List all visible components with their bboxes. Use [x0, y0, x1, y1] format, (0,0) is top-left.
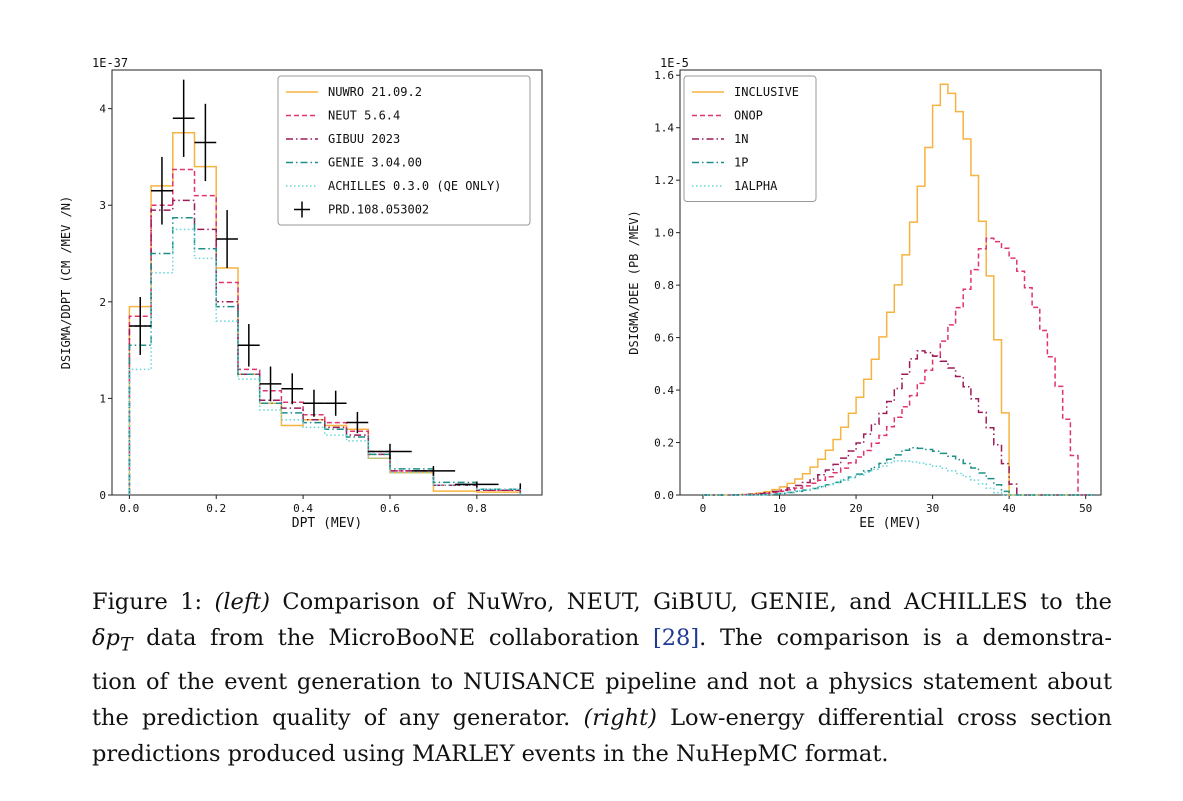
- right-y-tick-label: 0.6: [654, 332, 674, 345]
- right-x-tick-label: 20: [849, 502, 862, 515]
- caption-reference-link[interactable]: [28]: [652, 625, 700, 651]
- caption-symbol: δp: [92, 625, 120, 651]
- right-legend-label: ONOP: [734, 109, 763, 123]
- right-y-tick-label: 0.2: [654, 437, 674, 450]
- left-data-point-1: [151, 156, 173, 225]
- right-x-tick-label: 10: [773, 502, 786, 515]
- caption-line-2-text: data from the MicroBooNE collaboration: [146, 625, 640, 651]
- left-data-point-2: [172, 79, 195, 157]
- right-legend-frame: [683, 75, 817, 202]
- left-data-point-11: [368, 443, 412, 460]
- caption-left-tag: (left): [214, 589, 270, 615]
- caption-line-2: δpT data from the MicroBooNE collaborati…: [92, 620, 1112, 664]
- left-y-tick-label: 2: [99, 296, 106, 309]
- left-data-point-13: [455, 481, 499, 488]
- left-legend-label: NEUT 5.6.4: [328, 109, 400, 123]
- right-y-tick-label: 1.0: [654, 227, 674, 240]
- left-legend-label: GENIE 3.04.00: [328, 156, 422, 170]
- right-chart: 0 10 20 30 40 50 0.0 0.2 0.4 0.6 0.8 1.0 1.2 1.4 1.61E…: [627, 56, 1102, 531]
- right-x-tick-label: 0: [700, 502, 707, 515]
- caption-line-4: the prediction quality of any generator.…: [92, 700, 1112, 736]
- right-legend-label: 1N: [734, 132, 748, 146]
- left-y-tick-label: 0: [99, 489, 106, 502]
- caption-subscript: T: [119, 634, 133, 656]
- left-series-2: [128, 199, 522, 495]
- right-y-tick-label: 1.6: [654, 69, 674, 82]
- caption-line-1-text: Comparison of NuWro, NEUT, GiBUU, GENIE,…: [282, 589, 1113, 615]
- left-plot-frame: [111, 69, 543, 496]
- left-data-point-12: [411, 466, 456, 476]
- right-series-2: [703, 350, 1094, 496]
- right-y-tick-label: 1.2: [654, 174, 674, 187]
- left-x-tick-label: 0.0: [119, 502, 139, 515]
- left-legend-frame: [277, 75, 531, 226]
- left-legend: NUWRO 21.09.2 NEUT 5.6.4 GIBUU 2023 GENIE 3…: [277, 75, 531, 226]
- left-y-axis-label: DSIGMA/DDPT (CM /MEV /N): [59, 196, 73, 369]
- right-x-axis-label: EE (MEV): [859, 516, 922, 531]
- left-data-point-9: [324, 390, 347, 416]
- right-series-4: [703, 460, 1094, 496]
- left-data-point-10: [346, 411, 369, 434]
- left-series-4: [128, 228, 522, 495]
- right-legend-label: INCLUSIVE: [734, 85, 799, 99]
- left-series-3: [128, 217, 522, 495]
- left-data-point-4: [216, 210, 238, 269]
- left-data-point-6: [259, 366, 282, 402]
- left-data-point-3: [194, 103, 217, 182]
- right-y-tick-label: 0.4: [654, 384, 674, 397]
- left-y-tick-label: 1: [99, 392, 106, 405]
- right-legend-label: 1P: [734, 156, 748, 170]
- right-scale-label: 1E-5: [660, 56, 689, 70]
- right-series-0: [703, 83, 1094, 496]
- left-x-axis-label: DPT (MEV): [292, 516, 362, 531]
- right-y-axis-label: DSIGMA/DEE (PB /MEV): [627, 210, 641, 355]
- left-data-point-7: [281, 373, 304, 405]
- right-y-tick-label: 0.0: [654, 489, 674, 502]
- left-x-tick-label: 0.6: [380, 502, 400, 515]
- caption-line-2-end: . The comparison is a demonstra-: [699, 625, 1113, 651]
- left-legend-label: ACHILLES 0.3.0 (QE ONLY): [328, 179, 501, 193]
- right-plot-frame: [679, 69, 1102, 496]
- left-x-tick-label: 0.8: [467, 502, 487, 515]
- caption-line-3: tion of the event generation to NUISANCE…: [92, 668, 1112, 695]
- left-legend-label: GIBUU 2023: [328, 132, 400, 146]
- figure-caption: Figure 1: (left) Comparison of NuWro, NE…: [92, 584, 1112, 772]
- left-data-point-5: [237, 324, 260, 367]
- left-x-tick-label: 0.4: [293, 502, 313, 515]
- caption-line-5: predictions produced using MARLEY events…: [92, 740, 889, 767]
- right-legend: INCLUSIVE ONOP 1N 1P 1ALPHA: [683, 75, 817, 202]
- figure: 0.0 0.2 0.4 0.6 0.8 0 1 2 3 4 1E-37 DPT (MEV) DSIGMA…: [59, 56, 1102, 531]
- left-data-point-0: [129, 296, 152, 355]
- caption-line-4-end: Low-energy differential cross section: [670, 704, 1112, 731]
- right-x-tick-label: 50: [1079, 502, 1092, 515]
- right-x-tick-label: 30: [926, 502, 939, 515]
- right-x-tick-label: 40: [1003, 502, 1016, 515]
- right-y-tick-label: 1.4: [654, 122, 674, 135]
- caption-right-tag: (right): [583, 704, 657, 731]
- caption-line-4-start: the prediction quality of any generator.: [92, 704, 571, 731]
- caption-figure-label: Figure 1:: [92, 589, 203, 615]
- left-x-tick-label: 0.2: [206, 502, 226, 515]
- right-series-3: [703, 447, 1094, 496]
- left-y-tick-label: 4: [99, 103, 106, 116]
- caption-line-1: Figure 1: (left) Comparison of NuWro, NE…: [92, 584, 1112, 620]
- right-series-1: [703, 237, 1094, 496]
- left-scale-label: 1E-37: [92, 56, 128, 70]
- left-chart: 0.0 0.2 0.4 0.6 0.8 0 1 2 3 4 1E-37 DPT (MEV) DSIGMA…: [59, 56, 543, 531]
- right-legend-label: 1ALPHA: [734, 179, 778, 193]
- left-series-0: [128, 132, 522, 495]
- left-y-tick-label: 3: [99, 199, 106, 212]
- left-legend-label: NUWRO 21.09.2: [328, 85, 422, 99]
- left-data-point-8: [303, 389, 325, 417]
- right-y-tick-label: 0.8: [654, 279, 674, 292]
- left-legend-label: PRD.108.053002: [328, 203, 429, 217]
